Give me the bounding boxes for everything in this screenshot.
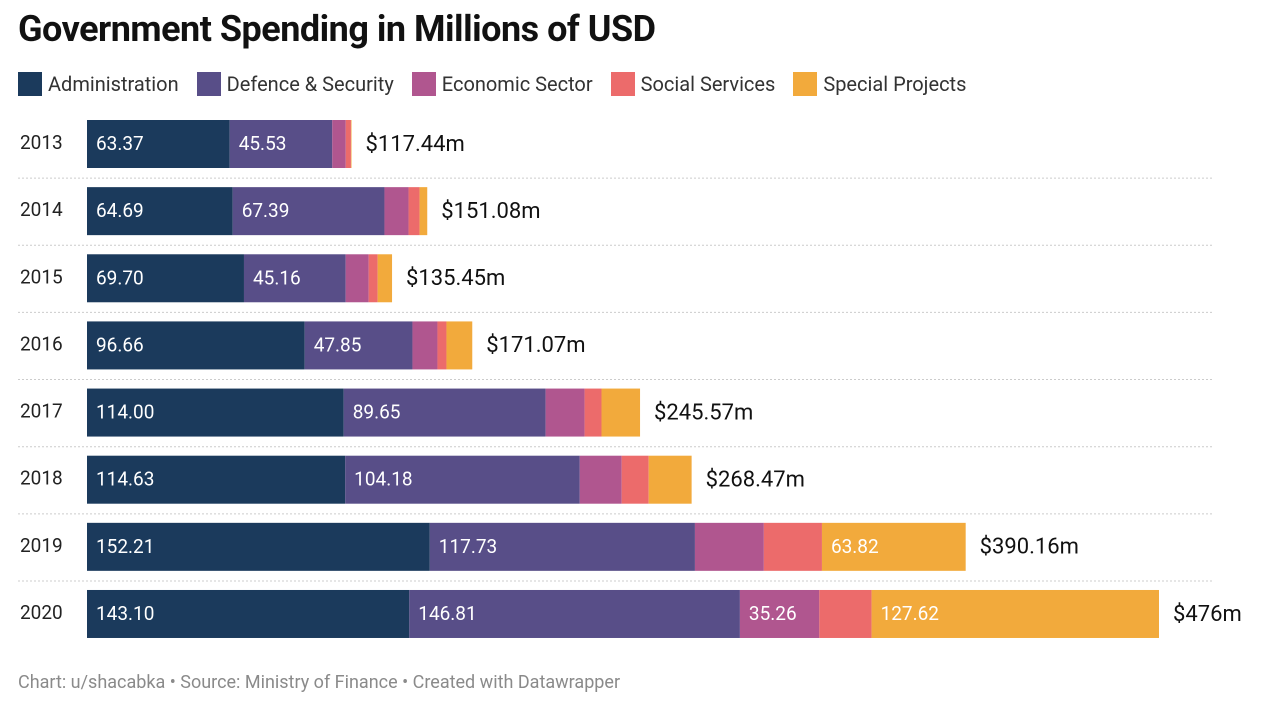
bar-segment xyxy=(87,455,346,504)
value-label: 47.85 xyxy=(314,333,362,356)
bar-segment xyxy=(545,388,585,437)
total-label: $151.08m xyxy=(441,199,540,224)
bar-segment xyxy=(87,187,233,236)
bar-segment xyxy=(343,388,546,437)
value-label: 152.21 xyxy=(96,535,154,558)
value-label: 67.39 xyxy=(242,199,290,222)
bar-segment xyxy=(229,120,333,168)
bar-segment xyxy=(87,321,305,370)
bar-segment xyxy=(87,120,230,168)
total-label: $171.07m xyxy=(486,333,585,358)
legend-label: Economic Sector xyxy=(441,72,593,96)
bar-segment xyxy=(232,187,385,236)
total-label: $117.44m xyxy=(365,132,464,157)
bar-segment xyxy=(384,187,409,236)
y-tick-label: 2015 xyxy=(20,265,63,288)
bar-segment xyxy=(345,455,580,504)
value-label: 35.26 xyxy=(749,602,797,625)
legend-label: Special Projects xyxy=(823,72,967,96)
value-label: 127.62 xyxy=(881,602,939,625)
value-label: 104.18 xyxy=(354,468,412,491)
legend: Administration Defence & Security Economic… xyxy=(18,72,966,96)
bar-segment xyxy=(763,522,822,571)
legend-swatch xyxy=(793,72,818,96)
bar-segment xyxy=(409,589,740,638)
legend-swatch xyxy=(196,72,221,96)
bar-segment xyxy=(446,321,473,370)
bar-segment xyxy=(345,120,351,168)
value-label: 146.81 xyxy=(418,602,476,625)
value-label: 45.16 xyxy=(253,266,301,289)
y-tick-label: 2019 xyxy=(20,534,63,557)
legend-swatch xyxy=(411,72,436,96)
bar-segment xyxy=(368,254,378,303)
bar-segment xyxy=(584,388,602,437)
legend-label: Social Services xyxy=(640,72,776,96)
bar-segment xyxy=(345,254,369,303)
value-label: 69.70 xyxy=(96,266,144,289)
bar-segment xyxy=(377,254,393,303)
value-label: 63.37 xyxy=(96,132,144,155)
legend-item: Administration xyxy=(18,72,179,96)
bar-segment xyxy=(419,187,428,236)
chart-title: Government Spending in Millions of USD xyxy=(18,8,656,50)
value-label: 114.00 xyxy=(96,401,154,424)
y-tick-label: 2013 xyxy=(20,131,63,154)
total-label: $245.57m xyxy=(654,400,753,425)
total-label: $135.45m xyxy=(406,266,505,291)
value-label: 89.65 xyxy=(353,401,401,424)
bar-segment xyxy=(87,522,430,571)
legend-item: Defence & Security xyxy=(196,72,394,96)
value-label: 63.82 xyxy=(831,535,879,558)
total-label: $390.16m xyxy=(980,535,1079,560)
bar-segment xyxy=(821,522,966,571)
bar-segment xyxy=(819,589,872,638)
total-label: $268.47m xyxy=(706,468,805,493)
bar-segment xyxy=(601,388,641,437)
y-tick-label: 2017 xyxy=(20,400,63,423)
bar-segment xyxy=(429,522,695,571)
bar-segment xyxy=(694,522,764,571)
value-label: 45.53 xyxy=(239,132,287,155)
value-label: 117.73 xyxy=(439,535,497,558)
bar-segment xyxy=(87,254,244,303)
bar-segment xyxy=(621,455,649,504)
y-tick-label: 2016 xyxy=(20,332,63,355)
bar-segment xyxy=(350,120,352,168)
y-tick-label: 2018 xyxy=(20,467,63,490)
bar-segment xyxy=(332,120,346,168)
legend-label: Administration xyxy=(48,72,179,96)
bar-segment xyxy=(87,388,344,437)
bar-segment xyxy=(739,589,820,638)
bar-segment xyxy=(648,455,692,504)
bar-segment xyxy=(437,321,447,370)
legend-item: Social Services xyxy=(610,72,776,96)
value-label: 143.10 xyxy=(96,602,154,625)
value-label: 64.69 xyxy=(96,199,144,222)
bar-segment xyxy=(412,321,438,370)
y-tick-label: 2014 xyxy=(20,198,63,221)
total-label: $476m xyxy=(1173,602,1242,627)
legend-label: Defence & Security xyxy=(226,72,394,96)
value-label: 114.63 xyxy=(96,468,154,491)
legend-item: Special Projects xyxy=(793,72,966,96)
legend-swatch xyxy=(18,72,42,96)
bar-segment xyxy=(304,321,413,370)
y-tick-label: 2020 xyxy=(20,601,63,624)
bar-segment xyxy=(408,187,420,236)
bar-segment xyxy=(87,589,410,638)
legend-swatch xyxy=(610,72,635,96)
legend-item: Economic Sector xyxy=(411,72,593,96)
bar-segment xyxy=(871,589,1159,638)
bar-segment xyxy=(243,254,346,303)
footer: Chart: u/shacabka • Source: Ministry of … xyxy=(18,672,621,693)
bar-segment xyxy=(579,455,622,504)
value-label: 96.66 xyxy=(96,333,144,356)
